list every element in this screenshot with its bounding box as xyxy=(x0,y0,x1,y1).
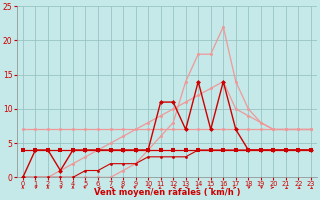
X-axis label: Vent moyen/en rafales ( km/h ): Vent moyen/en rafales ( km/h ) xyxy=(94,188,240,197)
